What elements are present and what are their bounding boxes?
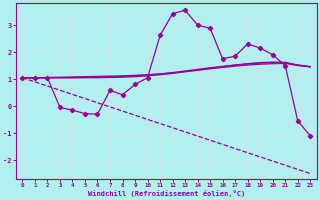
- X-axis label: Windchill (Refroidissement éolien,°C): Windchill (Refroidissement éolien,°C): [88, 190, 245, 197]
